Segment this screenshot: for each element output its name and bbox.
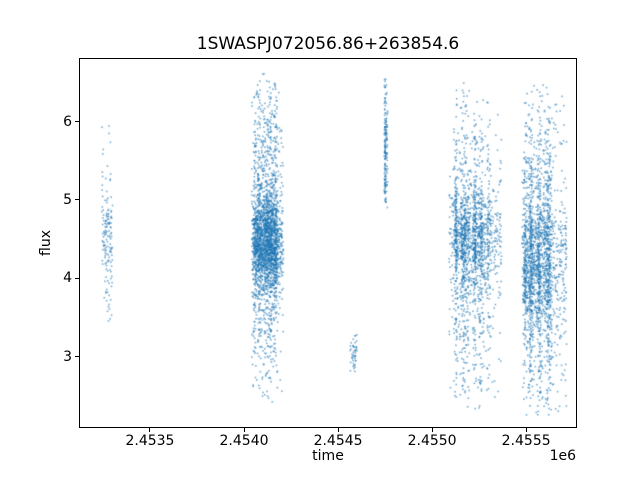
x-tick-label: 2.4540	[219, 433, 269, 449]
x-tick-label: 2.4535	[125, 433, 175, 449]
x-axis-label: time	[312, 448, 344, 464]
x-tick-mark	[149, 428, 151, 432]
x-tick-mark	[337, 428, 339, 432]
x-tick-label: 2.4545	[313, 433, 363, 449]
x-tick-mark	[525, 428, 527, 432]
y-tick-label: 6	[63, 113, 72, 130]
scatter-points-canvas	[80, 59, 576, 427]
chart-title: 1SWASPJ072056.86+263854.6	[196, 34, 460, 54]
x-tick-label: 2.4550	[407, 433, 457, 449]
plot-area	[79, 58, 577, 428]
y-tick-mark	[75, 199, 79, 201]
y-tick-mark	[75, 277, 79, 279]
x-tick-label: 2.4555	[501, 433, 551, 449]
x-tick-mark	[243, 428, 245, 432]
y-tick-mark	[75, 121, 79, 123]
y-tick-mark	[75, 356, 79, 358]
y-tick-label: 3	[63, 348, 72, 365]
x-axis-offset-label: 1e6	[549, 448, 576, 464]
x-tick-mark	[431, 428, 433, 432]
y-tick-label: 4	[63, 270, 72, 287]
y-axis-label: flux	[38, 230, 54, 256]
y-tick-label: 5	[63, 191, 72, 208]
